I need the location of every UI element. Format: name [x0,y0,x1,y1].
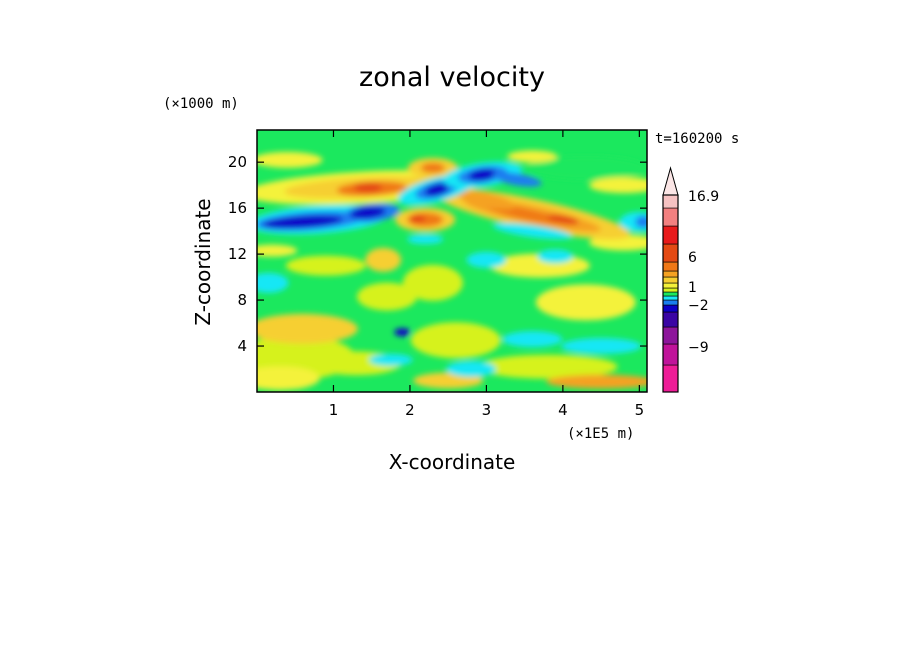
colorbar-band [662,299,679,306]
y-tick-label: 8 [237,291,247,309]
x-axis: 1 2 3 4 5 [329,130,644,419]
contour-blob [502,331,563,348]
contour-blob [468,168,497,182]
colorbar-band [662,343,679,366]
contour-blob [466,251,507,268]
plot-frame [256,129,648,393]
colorbar-band [662,270,679,278]
colorbar-max-triangle [662,166,679,196]
colorbar-band [662,261,679,272]
colorbar-label: −9 [688,340,709,356]
contour-blob [525,155,646,180]
colorbar-band [662,276,679,284]
colorbar-band [662,364,679,393]
x-tick-label: 1 [329,401,339,419]
contour-field [257,130,647,392]
x-axis-label: X-coordinate [389,450,516,474]
contour-blob [257,313,358,344]
colorbar-band [662,291,679,297]
contour-blob [446,361,497,378]
contour-blob [365,247,402,272]
y-tick-label: 16 [228,199,247,217]
colorbar-label: 16.9 [688,189,719,205]
x-units-note: (×1E5 m) [567,426,634,442]
contour-blob [589,177,647,194]
contour-blob [492,222,572,240]
contour-blob [420,162,445,173]
contour-blob [410,322,501,359]
colorbar-band [662,207,679,227]
contour-blob [547,214,579,225]
colorbar-band [662,225,679,245]
contour-blob [257,244,298,257]
contour-blob [425,183,449,197]
chart-title: zonal velocity [359,62,545,93]
colorbar-label: −2 [688,298,709,314]
colorbar-band [662,304,679,313]
y-tick-label: 4 [237,337,247,355]
contour-blob [257,272,289,293]
y-tick-label: 12 [228,245,247,263]
colorbar-band [662,311,679,328]
colorbar-band [662,243,679,263]
contour-blob [507,150,558,163]
x-tick-label: 5 [635,401,645,419]
contour-blob [402,264,463,301]
contour-blob [546,374,647,389]
colorbar-band [662,282,679,289]
colorbar-band [662,326,679,345]
contour-blob [535,284,636,321]
contour-blob [561,338,642,355]
contour-blob [353,182,382,193]
contour-blob [262,215,343,229]
contour-blob [368,353,413,366]
contour-blob [492,172,542,187]
contour-blob [357,282,417,311]
contour-blob [477,354,618,379]
x-tick-label: 3 [482,401,492,419]
contour-blob [409,214,426,223]
colorbar-label: 1 [688,280,697,296]
contour-blob [349,206,386,219]
contour-blob [394,328,411,337]
colorbar-label: 6 [688,250,697,266]
contour-blob [407,234,444,245]
y-axis: 4 8 12 16 20 [228,153,647,355]
x-tick-label: 2 [405,401,415,419]
colorbar-band [662,295,679,301]
colorbar-band [662,287,679,293]
contour-blob [257,366,320,391]
contour-blob [537,249,574,264]
y-tick-label: 20 [228,153,247,171]
contour-blob [285,255,366,276]
contour-blob [257,151,323,168]
contour-blob [635,215,647,228]
time-label: t=160200 s [655,131,739,147]
colorbar: 16.9 6 1 −2 −9 [662,166,719,393]
y-units-note: (×1000 m) [163,96,239,112]
x-tick-label: 4 [558,401,568,419]
colorbar-band [662,194,679,209]
contour-blob [457,190,516,210]
y-axis-label: Z-coordinate [191,198,215,325]
